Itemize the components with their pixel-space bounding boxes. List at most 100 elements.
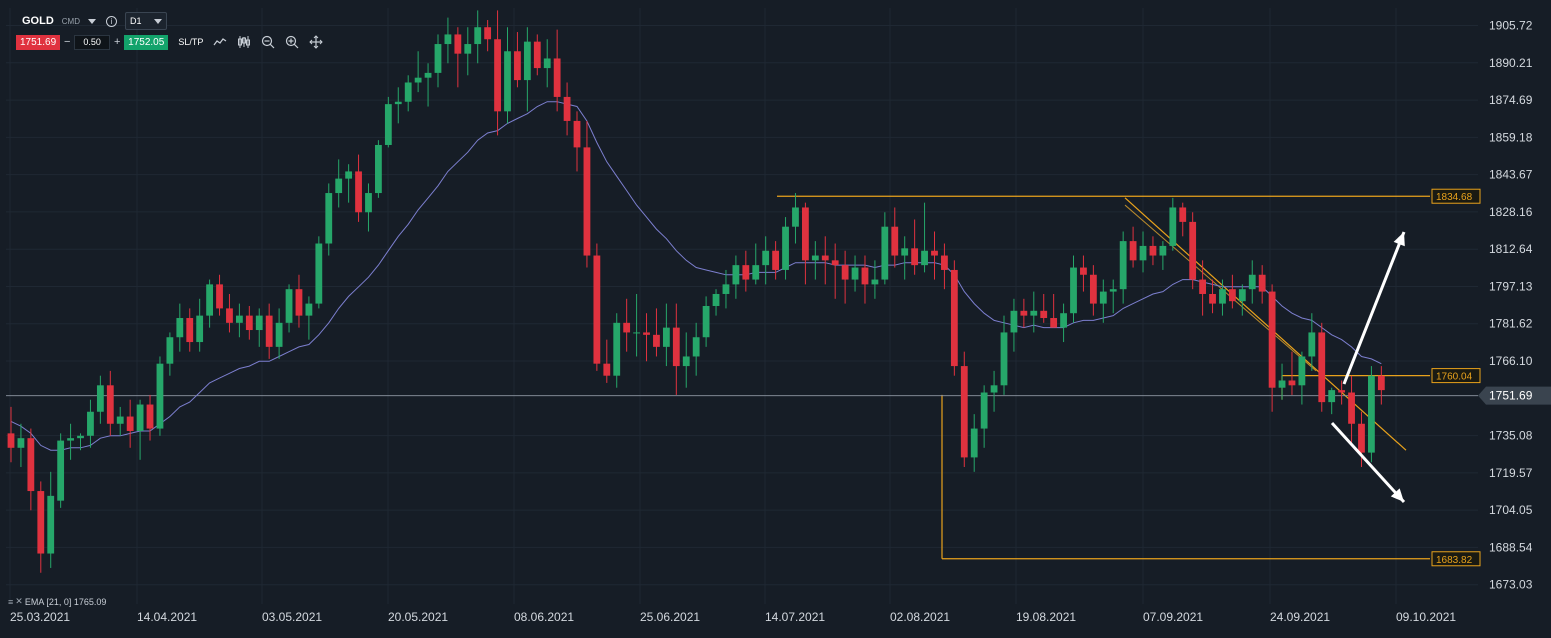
candle-body bbox=[47, 495, 55, 554]
exchange-label: CMD bbox=[61, 16, 80, 26]
candle bbox=[67, 423, 74, 460]
candle-body bbox=[504, 51, 511, 112]
y-tick-label: 1905.72 bbox=[1489, 18, 1533, 32]
line-chart-icon[interactable] bbox=[213, 35, 227, 49]
candle bbox=[941, 243, 948, 290]
y-tick-label: 1812.64 bbox=[1489, 242, 1533, 256]
candle-body bbox=[672, 327, 680, 367]
candle-body bbox=[1050, 318, 1058, 328]
x-tick-label: 03.05.2021 bbox=[262, 610, 322, 624]
candle-body bbox=[792, 207, 799, 227]
sell-button[interactable]: 1751.69 bbox=[16, 34, 61, 50]
candle-body bbox=[235, 315, 243, 323]
decrease-quantity-button[interactable]: − bbox=[63, 36, 71, 48]
candle bbox=[206, 279, 213, 328]
level-tag-top-text: 1834.68 bbox=[1436, 192, 1473, 203]
candle-body bbox=[285, 289, 293, 323]
level-tag-mid-box bbox=[1431, 368, 1481, 384]
candle bbox=[672, 303, 680, 395]
candle bbox=[325, 183, 333, 256]
timeframe-select[interactable]: D1 bbox=[125, 12, 167, 30]
candle-body bbox=[494, 39, 501, 112]
candle bbox=[305, 296, 313, 340]
candle-body bbox=[1328, 390, 1336, 403]
candle-body bbox=[543, 58, 551, 69]
candle-body bbox=[712, 293, 720, 306]
x-tick-label: 24.09.2021 bbox=[1270, 610, 1330, 624]
candle-body bbox=[424, 72, 432, 78]
arrow-down-icon-shaft bbox=[1330, 421, 1406, 504]
candle bbox=[802, 202, 809, 285]
candle-body bbox=[384, 104, 392, 145]
candle-body bbox=[533, 41, 541, 69]
candle-body bbox=[653, 334, 660, 347]
candle bbox=[861, 255, 869, 304]
candle-body bbox=[802, 207, 809, 261]
candles-icon[interactable] bbox=[237, 35, 251, 49]
buy-button[interactable]: 1752.05 bbox=[124, 34, 169, 50]
candle bbox=[821, 236, 829, 285]
candle bbox=[950, 260, 958, 376]
candle-body bbox=[1377, 375, 1385, 391]
candle-body bbox=[1159, 245, 1167, 256]
candle bbox=[126, 399, 134, 448]
candle bbox=[156, 356, 164, 436]
candle-body bbox=[96, 385, 104, 412]
candle-body bbox=[1139, 245, 1147, 261]
arrow-up-icon-shaft bbox=[1342, 231, 1406, 385]
candle-body bbox=[782, 226, 789, 270]
crosshair-move-icon[interactable] bbox=[309, 35, 324, 49]
settings-icon[interactable]: ≡ bbox=[8, 596, 14, 607]
quantity-input[interactable]: 0.50 bbox=[74, 34, 111, 50]
candle-body bbox=[732, 265, 740, 285]
candle bbox=[593, 243, 601, 371]
candle bbox=[811, 241, 819, 280]
zoom-in-icon[interactable] bbox=[285, 35, 299, 49]
candle-body bbox=[1288, 380, 1296, 386]
candle bbox=[752, 243, 760, 285]
candle bbox=[543, 39, 551, 88]
candle-body bbox=[116, 416, 124, 424]
candle bbox=[295, 274, 303, 328]
candle bbox=[1338, 380, 1346, 405]
candle-body bbox=[325, 193, 333, 244]
x-tick-label: 02.08.2021 bbox=[890, 610, 950, 624]
candle-body bbox=[1348, 392, 1355, 424]
symbol-toolbar: GOLD CMD i D1 bbox=[22, 11, 167, 31]
candle-body bbox=[891, 226, 899, 256]
candle bbox=[1070, 255, 1077, 323]
increase-quantity-button[interactable]: + bbox=[113, 36, 121, 48]
candle bbox=[96, 375, 104, 424]
candle-body bbox=[404, 82, 412, 102]
info-icon[interactable]: i bbox=[106, 15, 117, 27]
candle bbox=[742, 250, 750, 292]
candle bbox=[1358, 411, 1365, 468]
candle bbox=[1199, 260, 1206, 316]
candle-body bbox=[87, 411, 94, 436]
candle bbox=[1040, 293, 1048, 323]
candle-body bbox=[911, 248, 919, 266]
candle bbox=[901, 236, 909, 280]
candle-body bbox=[156, 363, 164, 429]
symbol-dropdown-icon[interactable] bbox=[88, 18, 96, 24]
candle bbox=[106, 370, 114, 436]
candle-body bbox=[484, 27, 492, 40]
candle-body bbox=[305, 303, 313, 316]
candle bbox=[831, 243, 839, 299]
candle-body bbox=[841, 265, 849, 280]
trade-toolbar: 1751.69 − 0.50 + 1752.05 SL/TP bbox=[16, 33, 324, 51]
level-tag-mid-text: 1760.04 bbox=[1436, 372, 1473, 383]
zoom-out-icon[interactable] bbox=[261, 35, 275, 49]
y-tick-label: 1766.10 bbox=[1489, 354, 1533, 368]
sltp-button[interactable]: SL/TP bbox=[178, 37, 204, 47]
ema-legend[interactable]: ≡ ✕ EMA [21, 0] 1765.09 bbox=[8, 596, 106, 607]
candle-body bbox=[821, 255, 829, 261]
candle bbox=[1278, 363, 1286, 400]
candle bbox=[394, 87, 402, 124]
close-icon[interactable]: ✕ bbox=[15, 596, 23, 606]
candle bbox=[1149, 236, 1157, 266]
symbol-name[interactable]: GOLD bbox=[22, 15, 54, 27]
candle bbox=[851, 255, 859, 292]
